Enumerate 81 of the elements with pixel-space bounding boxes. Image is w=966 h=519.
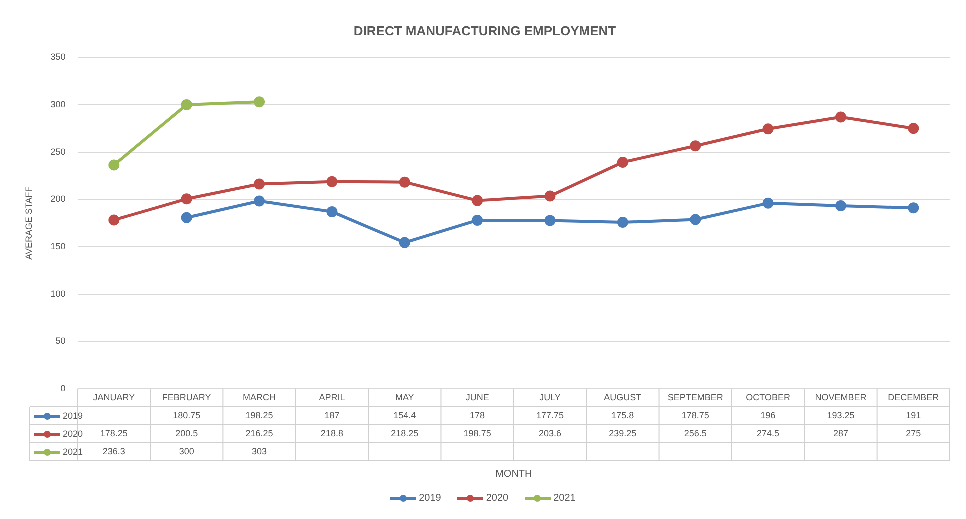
legend-label: 2019 (63, 411, 84, 421)
data-label: 178.25 (100, 428, 128, 438)
x-tick-label: NOVEMBER (815, 392, 868, 402)
point (254, 96, 266, 108)
point (181, 194, 192, 205)
point (254, 178, 266, 190)
text: 2019 (419, 493, 442, 504)
x-tick-label: JULY (540, 392, 561, 402)
legend-label: 2021 (63, 447, 84, 457)
point (617, 217, 628, 228)
x-tick-label: MAY (395, 392, 414, 402)
point (835, 112, 846, 123)
point (762, 124, 774, 135)
data-label: 275 (906, 428, 922, 438)
point (544, 190, 556, 202)
point (108, 214, 120, 226)
point (544, 215, 556, 226)
data-label: 300 (179, 446, 194, 456)
data-label: 303 (252, 446, 268, 456)
data-label: 287 (833, 428, 848, 438)
y-tick-label: 350 (50, 52, 66, 62)
data-label: 218.8 (320, 428, 344, 438)
point (835, 200, 846, 212)
point (690, 214, 702, 226)
text: 2021 (554, 493, 576, 504)
data-label: 216.25 (246, 428, 274, 438)
data-label: 191 (906, 410, 922, 420)
point (181, 99, 192, 110)
data-label: 236.3 (102, 446, 126, 456)
point (908, 123, 920, 134)
data-label: 256.5 (684, 428, 707, 438)
data-label: 193.25 (827, 410, 855, 420)
point (472, 195, 484, 206)
data-label: 178 (470, 410, 486, 420)
point (254, 196, 266, 207)
data-label: 200.5 (176, 428, 198, 438)
data-label: 180.75 (173, 410, 201, 420)
y-tick-label: 100 (50, 288, 66, 299)
point (399, 176, 410, 188)
x-tick-label: AUGUST (604, 392, 642, 402)
data-label: 239.25 (609, 428, 637, 438)
data-label: 175.8 (612, 410, 634, 420)
y-tick-label: 300 (50, 99, 66, 110)
point (690, 140, 702, 152)
point (617, 156, 628, 168)
point (181, 212, 192, 224)
x-tick-label: JUNE (466, 392, 490, 402)
point (399, 237, 410, 248)
data-label: 203.6 (538, 428, 562, 438)
data-label: 177.75 (536, 410, 564, 420)
x-tick-label: FEBRUARY (162, 392, 212, 402)
data-label: 218.25 (391, 428, 419, 438)
text: MONTH (496, 468, 532, 480)
y-tick-label: 150 (50, 241, 66, 252)
legend-label: 2020 (63, 429, 84, 439)
x-tick-label: DECEMBER (888, 392, 940, 402)
data-label: 154.4 (394, 410, 416, 420)
y-tick-label: 200 (50, 194, 66, 204)
data-label: 198.25 (246, 410, 274, 420)
point (472, 214, 484, 226)
text: 2020 (486, 493, 509, 504)
point (326, 176, 338, 188)
x-tick-label: MARCH (243, 392, 276, 402)
y-tick-label: 250 (50, 146, 66, 157)
x-tick-label: APRIL (319, 392, 346, 402)
data-label: 198.75 (464, 428, 492, 438)
x-tick-label: SEPTEMBER (668, 392, 724, 402)
y-tick-label: 50 (56, 336, 66, 346)
data-label: 187 (324, 410, 340, 420)
point (762, 198, 774, 209)
point (326, 206, 338, 218)
data-label: 274.5 (757, 428, 780, 438)
y-axis-title: AVERAGE STAFF (24, 186, 34, 260)
point (908, 202, 920, 214)
data-label: 196 (760, 410, 776, 420)
x-tick-label: JANUARY (93, 392, 136, 402)
data-label: 178.75 (682, 410, 710, 420)
chart-title: DIRECT MANUFACTURING EMPLOYMENT (354, 23, 616, 38)
point (108, 160, 120, 171)
y-tick-label: 0 (60, 383, 66, 394)
x-tick-label: OCTOBER (746, 392, 791, 402)
